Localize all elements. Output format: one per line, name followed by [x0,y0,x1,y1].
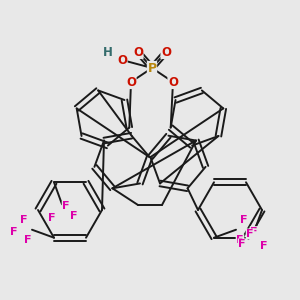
Text: F: F [62,201,70,211]
Text: O: O [126,76,136,88]
Text: F: F [48,213,56,223]
Text: O: O [168,76,178,88]
Text: F: F [236,235,244,245]
Text: O: O [133,46,143,59]
Text: P: P [147,61,157,74]
Text: F: F [238,239,246,249]
Text: O: O [117,53,127,67]
Text: F: F [246,229,254,239]
Text: F: F [260,241,268,251]
Text: H: H [103,46,113,59]
Text: F: F [240,215,248,225]
Text: F: F [10,227,18,237]
Text: F: F [24,235,32,245]
Text: F: F [20,215,28,225]
Text: O: O [161,46,171,59]
Text: F: F [70,211,78,221]
Text: F: F [250,227,258,237]
